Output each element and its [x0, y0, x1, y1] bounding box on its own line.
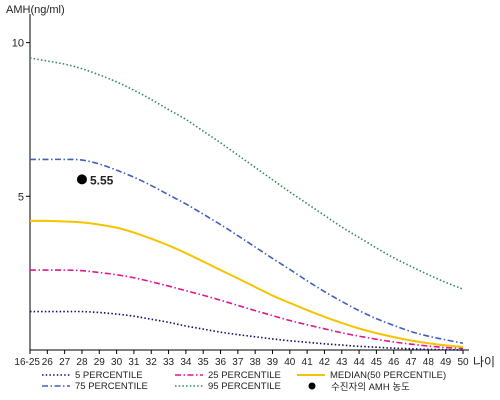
x-tick-label: 41 [302, 357, 314, 368]
x-tick-label: 43 [336, 357, 348, 368]
legend-label: MEDIAN(50 PERCENTILE) [330, 370, 446, 381]
x-tick-label: 31 [128, 357, 140, 368]
x-tick-label: 45 [371, 357, 383, 368]
x-tick-label: 36 [215, 357, 227, 368]
y-tick-label: 10 [12, 38, 24, 50]
y-tick-label: 5 [18, 191, 24, 203]
axes [26, 14, 469, 354]
x-tick-label: 37 [232, 357, 244, 368]
legend-label: 95 PERCENTILE [208, 381, 281, 392]
legend-label: 75 PERCENTILE [75, 381, 148, 392]
x-tick-label: 35 [198, 357, 210, 368]
x-tick-label: 40 [284, 357, 296, 368]
x-tick-label: 33 [163, 357, 175, 368]
legend-marker-label: 수진자의 AMH 농도 [331, 382, 410, 393]
x-tick-label: 26 [42, 357, 54, 368]
x-tick-label: 48 [423, 357, 435, 368]
x-tick-label: 32 [146, 357, 158, 368]
series-line-5-percentile [29, 310, 464, 351]
x-tick-label: 44 [354, 357, 366, 368]
x-tick-label: 38 [250, 357, 262, 368]
x-tick-label: 28 [76, 357, 88, 368]
x-tick-label: 47 [405, 357, 417, 368]
y-axis-label: AMH(ng/ml) [6, 4, 65, 16]
legend: 5 PERCENTILE 25 PERCENTILE MEDIAN(50 PERCE… [42, 370, 446, 393]
x-tick-label: 49 [440, 357, 452, 368]
legend-label: 5 PERCENTILE [75, 370, 143, 381]
patient-amh-point [76, 174, 87, 185]
series-line-25-percentile [29, 269, 464, 350]
tick-labels: AMH(ng/ml) 5 10 16-25 26 27 28 29 30 31 32 33 34 35 36… [6, 4, 495, 369]
x-axis-label: 나이 [473, 355, 495, 369]
x-tick-label: 46 [388, 357, 400, 368]
x-tick-label: 42 [319, 357, 331, 368]
x-tick-label: 16-25 [14, 357, 40, 368]
legend-marker-dot [308, 382, 316, 390]
x-tick-label: 39 [267, 357, 279, 368]
x-tick-label: 27 [59, 357, 71, 368]
series-line-75-percentile [30, 158, 464, 345]
x-tick-label: 50 [457, 357, 469, 368]
series-lines [29, 57, 464, 351]
series-line-median-50-percentile [29, 219, 464, 348]
legend-label: 25 PERCENTILE [208, 370, 281, 381]
x-tick-label: 34 [180, 357, 192, 368]
patient-amh-value-label: 5.55 [90, 173, 114, 187]
x-tick-label: 29 [94, 357, 106, 368]
patient-marker: 5.55 [76, 173, 114, 187]
x-tick-label: 30 [111, 357, 123, 368]
